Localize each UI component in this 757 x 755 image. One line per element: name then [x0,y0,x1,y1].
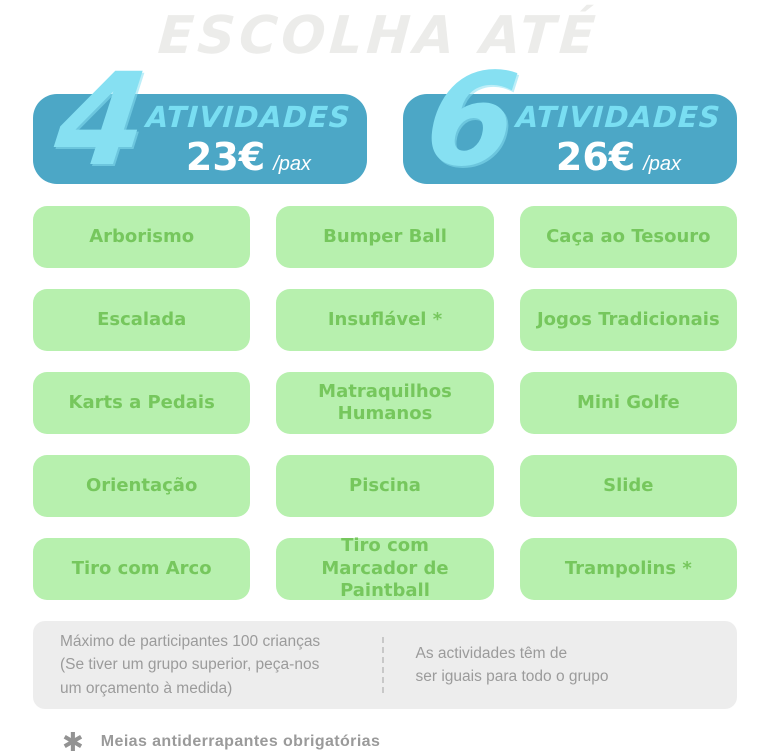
plans-row: 4 ATIVIDADES 23€ /pax 6 ATIVIDADES 26€ /… [33,46,737,195]
activity-button-trampolins[interactable]: Trampolins * [519,538,737,600]
info-box: Máximo de participantes 100 crianças (Se… [33,621,737,709]
info-line: um orçamento à medida) [60,679,233,697]
footnote: ✱ Meias antiderrapantes obrigatórias [62,729,757,755]
plan-price: 23€ [185,134,266,179]
activity-button-tiro-paintball[interactable]: Tiro com Marcador de Paintball [276,535,494,601]
activity-button-caca-ao-tesouro[interactable]: Caça ao Tesouro [519,206,737,268]
plan-unit-label: ATIVIDADES [515,99,722,134]
activity-button-insuflavel[interactable]: Insuflável * [276,289,494,351]
plan-card-4-activities[interactable]: 4 ATIVIDADES 23€ /pax [33,46,367,195]
plan-per-pax: /pax [273,152,312,175]
activity-button-mini-golfe[interactable]: Mini Golfe [519,372,737,434]
info-same-activities: As actividades têm de ser iguais para to… [384,642,738,689]
activity-button-escalada[interactable]: Escalada [33,289,251,351]
activity-button-bumper-ball[interactable]: Bumper Ball [276,206,494,268]
activity-button-jogos-tradicionais[interactable]: Jogos Tradicionais [519,289,737,351]
activity-button-arborismo[interactable]: Arborismo [33,206,251,268]
activities-grid: Arborismo Bumper Ball Caça ao Tesouro Es… [33,206,737,601]
footnote-text: Meias antiderrapantes obrigatórias [100,733,381,750]
plan-card-6-activities[interactable]: 6 ATIVIDADES 26€ /pax [403,46,737,195]
plan-per-pax: /pax [643,152,682,175]
plan-body: ATIVIDADES 23€ /pax [138,94,359,184]
plan-body: ATIVIDADES 26€ /pax [508,94,729,184]
plan-price: 26€ [555,134,636,179]
activity-button-karts-a-pedais[interactable]: Karts a Pedais [33,372,251,434]
activity-button-tiro-com-arco[interactable]: Tiro com Arco [33,538,251,600]
info-max-participants: Máximo de participantes 100 crianças (Se… [33,630,382,700]
activity-button-piscina[interactable]: Piscina [276,455,494,517]
activity-button-matraquilhos-humanos[interactable]: Matraquilhos Humanos [276,372,494,434]
info-line: ser iguais para todo o grupo [415,668,609,685]
plan-price-row: 26€ /pax [556,135,681,179]
plan-price-row: 23€ /pax [186,135,311,179]
info-line: As actividades têm de [415,644,568,662]
asterisk-icon: ✱ [62,727,84,755]
activity-button-orientacao[interactable]: Orientação [33,455,251,517]
activity-button-slide[interactable]: Slide [519,455,737,517]
activity-pricing-page: ESCOLHA ATÉ 4 ATIVIDADES 23€ /pax 6 ATIV… [0,6,757,755]
plan-unit-label: ATIVIDADES [145,99,352,134]
info-line: Máximo de participantes 100 crianças [60,633,321,651]
dashed-divider [381,637,384,693]
info-line: (Se tiver um grupo superior, peça-nos [60,656,320,674]
